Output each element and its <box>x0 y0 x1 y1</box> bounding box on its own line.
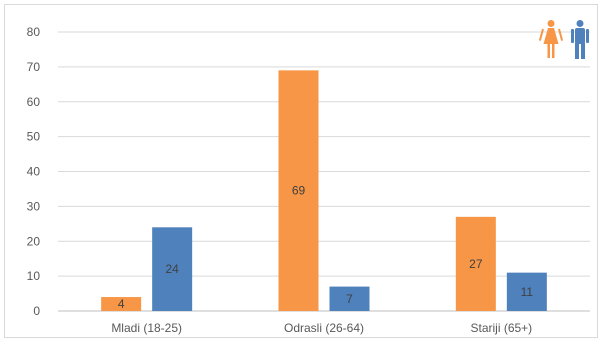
y-tick-label: 70 <box>27 60 41 74</box>
data-label: 4 <box>118 297 125 311</box>
data-label: 7 <box>346 292 353 306</box>
y-tick-label: 30 <box>27 199 41 213</box>
woman-icon <box>538 20 564 58</box>
man-icon <box>571 20 589 59</box>
x-axis-labels: Mladi (18-25) Odrasli (26-64) Stariji (65+… <box>111 321 532 335</box>
bar <box>278 70 319 311</box>
bars: 4 24 69 7 27 11 <box>101 70 547 311</box>
bar <box>101 297 142 311</box>
y-tick-label: 10 <box>27 269 41 283</box>
data-label: 11 <box>521 285 534 299</box>
x-tick-label: Odrasli (26-64) <box>284 321 364 335</box>
x-tick-label: Stariji (65+) <box>470 321 532 335</box>
legend <box>538 20 589 59</box>
bar <box>455 216 496 311</box>
y-tick-label: 0 <box>33 304 40 318</box>
data-label: 27 <box>469 257 483 271</box>
y-axis-ticks: 0 10 20 30 40 50 60 70 80 <box>27 25 41 318</box>
data-label: 24 <box>165 262 179 276</box>
y-tick-label: 40 <box>27 165 41 179</box>
y-tick-label: 50 <box>27 130 41 144</box>
y-tick-label: 60 <box>27 95 41 109</box>
y-tick-label: 20 <box>27 234 41 248</box>
x-tick-label: Mladi (18-25) <box>111 321 182 335</box>
bar <box>506 272 547 311</box>
gridlines <box>58 31 590 312</box>
y-tick-label: 80 <box>27 25 41 39</box>
data-label: 69 <box>292 184 306 198</box>
bar <box>329 286 370 311</box>
bar <box>152 227 193 311</box>
